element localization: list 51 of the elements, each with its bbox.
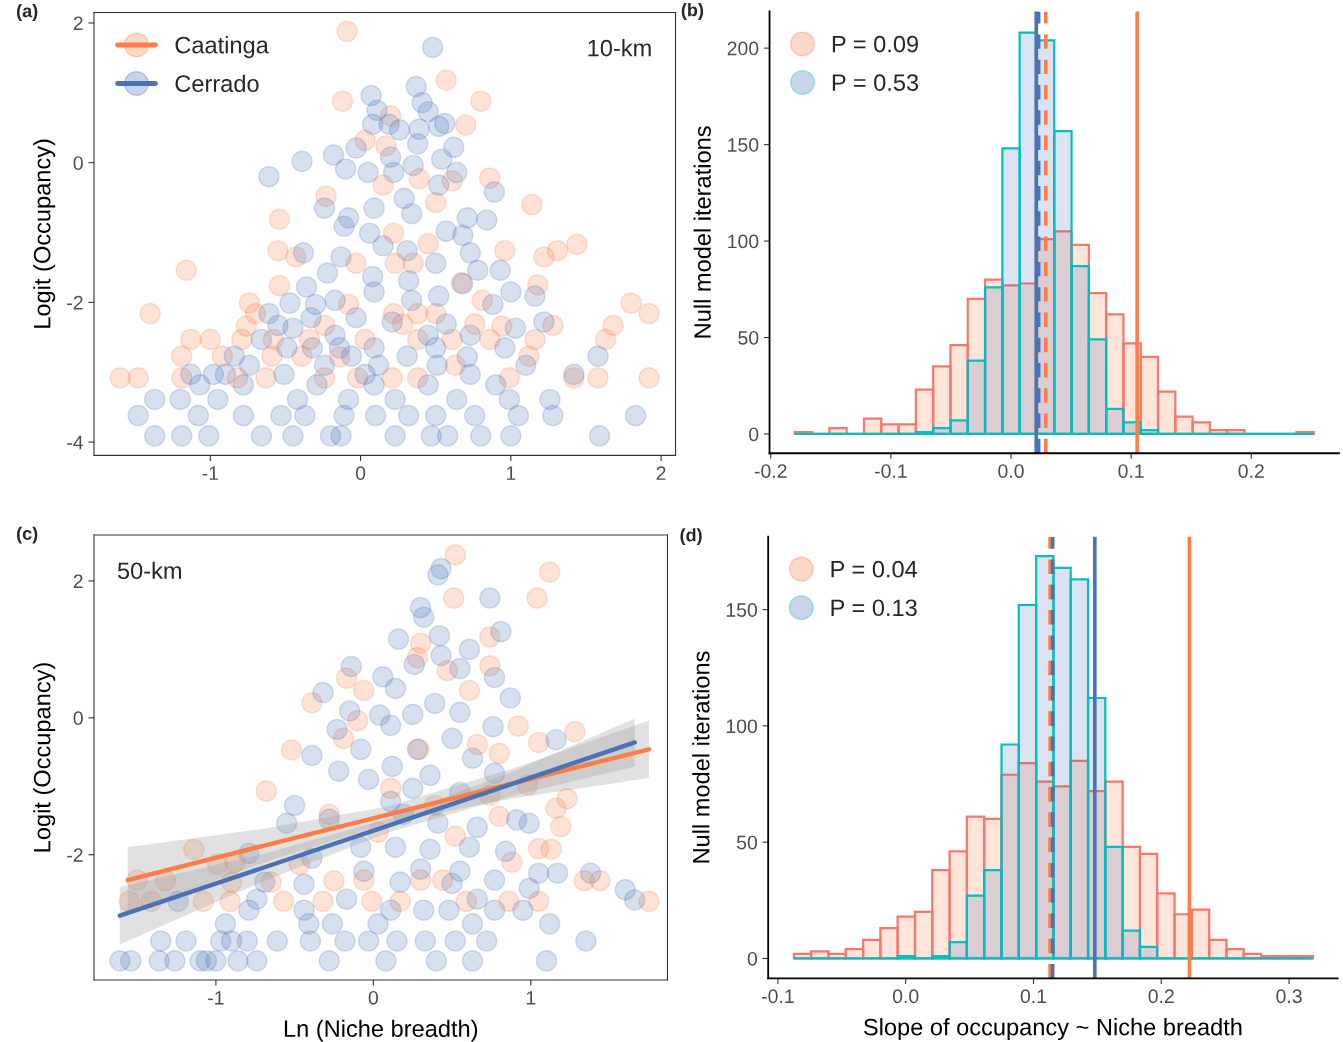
annotation: 50-km — [117, 561, 181, 580]
x-tick-label: 2 — [656, 466, 666, 480]
x-tick-label: 1 — [506, 466, 516, 480]
x-tick-label: -0.1 — [762, 989, 794, 1004]
legend-label: P = 0.13 — [831, 599, 917, 617]
y-axis-title: Null model iterations — [693, 126, 711, 338]
y-axis-title: Null model iterations — [692, 651, 710, 863]
y-axis-title: Logit (Occupancy) — [33, 139, 56, 328]
x-tick-label: -1 — [202, 466, 219, 480]
chart-title: (b) — [681, 3, 704, 20]
y-axis-title: Logit (Occupancy) — [33, 663, 56, 852]
x-tick-label: 0.1 — [1020, 989, 1047, 1004]
y-tick-label: 0 — [749, 427, 759, 442]
x-axis-title: Slope of occupancy ~ Niche breadth — [864, 1018, 1242, 1041]
legend-label: P = 0.04 — [831, 560, 918, 578]
x-tick-label: 0.0 — [892, 989, 919, 1004]
chart-title: (a) — [17, 4, 38, 21]
y-tick-label: 200 — [727, 41, 759, 56]
y-tick-label: -2 — [67, 295, 83, 310]
x-tick-label: 0 — [368, 990, 378, 1005]
y-tick-label: 50 — [738, 330, 759, 345]
y-tick-label: 0 — [747, 951, 758, 966]
legend-label: P = 0.09 — [832, 35, 919, 53]
y-tick-label: 150 — [726, 603, 758, 617]
y-tick-label: 100 — [726, 719, 758, 734]
x-tick-label: -1 — [208, 991, 224, 1005]
x-tick-label: -0.1 — [874, 464, 907, 478]
chart-title: (c) — [17, 526, 38, 544]
x-tick-label: 0.0 — [998, 464, 1024, 478]
x-tick-label: -0.2 — [754, 464, 787, 478]
y-tick-label: 0 — [73, 156, 83, 170]
x-tick-label: 0.1 — [1118, 464, 1144, 478]
x-tick-label: 0.2 — [1148, 989, 1174, 1004]
x-tick-label: 0.3 — [1276, 989, 1302, 1004]
legend-label: Cerrado — [175, 74, 259, 92]
y-tick-label: 150 — [728, 138, 759, 152]
chart-title: (d) — [680, 528, 702, 546]
x-tick-label: 1 — [526, 991, 536, 1005]
y-tick-label: 2 — [73, 16, 83, 31]
x-tick-label: 0 — [355, 466, 366, 481]
y-tick-label: 100 — [728, 234, 759, 249]
legend-label: P = 0.53 — [832, 74, 919, 91]
x-tick-label: 0.2 — [1238, 464, 1264, 478]
y-tick-label: -2 — [67, 848, 83, 862]
annotation: 10-km — [588, 39, 651, 57]
y-tick-label: 50 — [736, 835, 758, 850]
y-tick-label: 0 — [73, 711, 83, 726]
legend-label: Caatinga — [175, 36, 269, 59]
y-tick-label: 2 — [73, 574, 83, 588]
x-axis-title: Ln (Niche breadth) — [284, 1019, 478, 1042]
y-tick-label: -4 — [67, 435, 84, 450]
